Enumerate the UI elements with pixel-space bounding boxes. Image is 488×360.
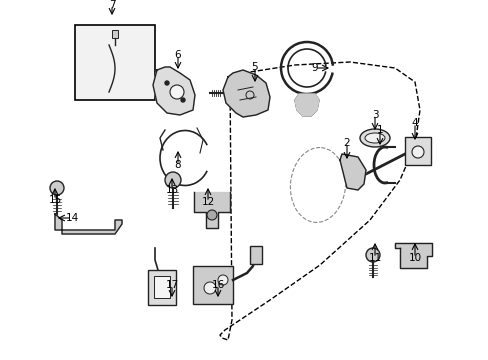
Text: 2: 2 xyxy=(343,138,349,148)
Text: 14: 14 xyxy=(65,213,79,223)
Polygon shape xyxy=(194,192,229,228)
Circle shape xyxy=(164,172,181,188)
Text: 12: 12 xyxy=(201,197,214,207)
Bar xyxy=(249,246,262,264)
Circle shape xyxy=(203,282,216,294)
Text: 13: 13 xyxy=(165,185,178,195)
Circle shape xyxy=(218,275,227,285)
Circle shape xyxy=(206,210,217,220)
Bar xyxy=(193,266,232,304)
Text: 8: 8 xyxy=(174,160,181,170)
Bar xyxy=(112,30,118,38)
Ellipse shape xyxy=(359,129,389,147)
Polygon shape xyxy=(294,94,318,116)
Polygon shape xyxy=(55,214,122,234)
Text: 15: 15 xyxy=(48,195,61,205)
Ellipse shape xyxy=(364,133,384,143)
Circle shape xyxy=(50,181,64,195)
Text: 1: 1 xyxy=(376,125,383,135)
Bar xyxy=(75,25,155,100)
Bar xyxy=(154,276,170,298)
Polygon shape xyxy=(339,154,365,190)
Polygon shape xyxy=(153,67,195,115)
Text: 10: 10 xyxy=(407,253,421,263)
Bar xyxy=(148,270,176,305)
Circle shape xyxy=(164,81,169,85)
Bar xyxy=(404,137,430,165)
Text: 5: 5 xyxy=(251,62,258,72)
Text: 9: 9 xyxy=(311,63,318,73)
Circle shape xyxy=(181,98,184,102)
Polygon shape xyxy=(223,70,269,117)
Circle shape xyxy=(170,85,183,99)
Text: 11: 11 xyxy=(367,253,381,263)
Text: 3: 3 xyxy=(371,110,378,120)
Polygon shape xyxy=(394,243,431,268)
Text: 16: 16 xyxy=(211,280,224,290)
Text: 17: 17 xyxy=(165,280,178,290)
Text: 4: 4 xyxy=(411,118,417,128)
Circle shape xyxy=(411,146,423,158)
Text: 7: 7 xyxy=(108,0,115,10)
Text: 6: 6 xyxy=(174,50,181,60)
Circle shape xyxy=(365,248,379,262)
